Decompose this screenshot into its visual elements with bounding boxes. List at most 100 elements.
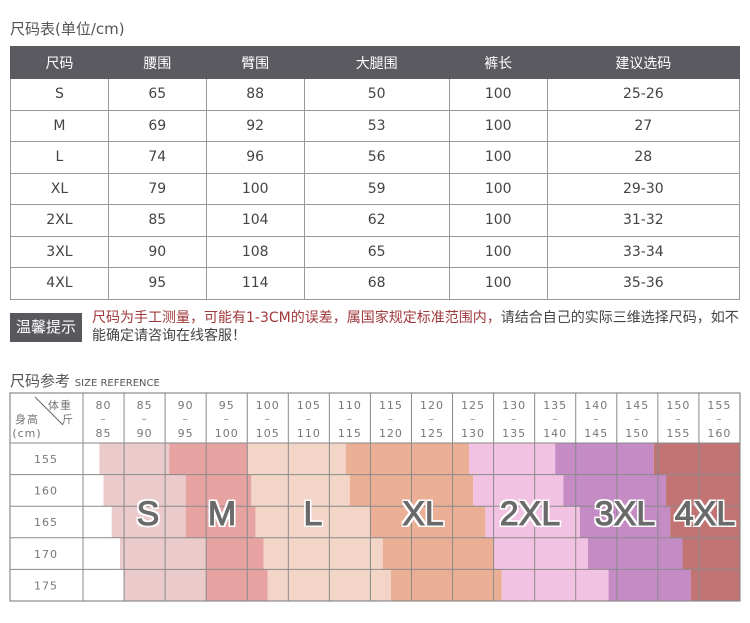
weight-tick-low: 95: [219, 399, 235, 412]
weight-tick-low: 85: [137, 399, 153, 412]
weight-tick-high: 90: [137, 427, 153, 440]
table-cell: 65: [303, 235, 450, 268]
reference-subtitle: SIZE REFERENCE: [74, 378, 160, 389]
weight-tick-dash: –: [429, 414, 435, 425]
weight-tick-dash: –: [142, 414, 148, 425]
reference-title: 尺码参考 SIZE REFERENCE: [10, 370, 160, 391]
table-cell: 4XL: [10, 267, 109, 300]
table-row: S 65 88 50 100 25-26: [10, 78, 741, 111]
table-cell: 62: [303, 204, 450, 237]
size-band-XL: [370, 506, 486, 538]
size-band-XL: [390, 569, 502, 601]
weight-tick-dash: –: [347, 414, 353, 425]
notice-red-text: 尺码为手工测量，可能有1-3CM的误差，属国家规定标准范围内，: [92, 310, 501, 326]
table-cell: 100: [448, 235, 548, 268]
table-cell: 31-32: [546, 204, 741, 237]
size-band-2XL: [473, 474, 564, 507]
weight-tick-high: 100: [215, 427, 239, 440]
table-cell: 3XL: [10, 235, 109, 268]
size-label: S: [136, 495, 160, 534]
table-row: 2XL 85 104 62 100 31-32: [10, 204, 741, 237]
size-table: 尺码 腰围 臂围 大腿围 裤长 建议选码 S 65 88 50 100 25-26 M 69 92 53 10…: [10, 46, 741, 300]
table-cell: 100: [448, 141, 548, 174]
weight-tick-dash: –: [716, 414, 722, 425]
corner-diagonal: [34, 396, 64, 426]
size-band-M: [169, 443, 248, 475]
table-cell: 50: [303, 78, 450, 111]
table-cell: S: [10, 78, 109, 111]
table-cell: 35-36: [546, 267, 741, 300]
size-band-2XL: [493, 537, 589, 570]
weight-tick-low: 135: [543, 399, 567, 412]
weight-tick-high: 115: [338, 427, 362, 440]
table-cell: 90: [107, 235, 207, 268]
table-cell: 53: [303, 109, 450, 142]
table-cell: 69: [107, 109, 207, 142]
table-cell: 68: [303, 267, 450, 300]
table-cell: 114: [205, 267, 305, 300]
weight-tick-low: 130: [502, 399, 526, 412]
column-header: 大腿围: [303, 46, 450, 79]
weight-tick-high: 110: [297, 427, 321, 440]
weight-tick-high: 85: [96, 427, 112, 440]
size-band-L: [255, 506, 371, 538]
size-band-2XL: [501, 569, 609, 601]
corner-height: 身高: [15, 412, 39, 426]
size-band-XL: [382, 537, 494, 570]
weight-tick-dash: –: [634, 414, 640, 425]
grid-border: [9, 392, 741, 602]
weight-tick-high: 105: [256, 427, 280, 440]
size-label: M: [207, 495, 237, 534]
table-cell: 100: [205, 172, 305, 205]
reference-title-cn: 尺码参考: [10, 372, 71, 390]
size-table-title: 尺码表(单位/cm): [10, 20, 125, 38]
weight-tick-high: 150: [625, 427, 649, 440]
notice-plain-text: 请结合自己的实际三维选择尺码，如不能确定请咨询在线客服！: [92, 310, 739, 344]
table-cell: 79: [107, 172, 207, 205]
size-band-2XL: [468, 443, 556, 475]
table-cell: 33-34: [546, 235, 741, 268]
weight-tick-low: 80: [96, 399, 112, 412]
size-band-XL: [345, 443, 469, 475]
weight-tick-dash: –: [265, 414, 271, 425]
height-tick: 170: [34, 548, 58, 561]
height-tick: 165: [34, 516, 58, 529]
size-band-3XL: [588, 537, 683, 570]
weight-tick-dash: –: [306, 414, 312, 425]
weight-tick-dash: –: [470, 414, 476, 425]
table-cell: M: [10, 109, 109, 142]
weight-tick-dash: –: [101, 414, 107, 425]
size-band-3XL: [579, 506, 671, 538]
weight-tick-low: 100: [256, 399, 280, 412]
table-cell: 95: [107, 267, 207, 300]
table-cell: 85: [107, 204, 207, 237]
table-cell: L: [10, 141, 109, 174]
size-band-L: [263, 537, 383, 570]
size-band-L: [251, 474, 350, 507]
weight-tick-low: 110: [338, 399, 362, 412]
size-label: 2XL: [499, 495, 561, 534]
table-cell: 88: [205, 78, 305, 111]
size-label: L: [303, 495, 323, 534]
weight-tick-high: 120: [379, 427, 403, 440]
weight-tick-low: 155: [707, 399, 731, 412]
size-label: 4XL: [674, 495, 736, 534]
size-band-3XL: [555, 443, 654, 475]
weight-tick-low: 90: [178, 399, 194, 412]
weight-tick-dash: –: [593, 414, 599, 425]
size-band-4XL: [670, 506, 740, 538]
notice-text: 尺码为手工测量，可能有1-3CM的误差，属国家规定标准范围内，请结合自己的实际三…: [92, 309, 742, 345]
size-band-L: [247, 443, 346, 475]
weight-tick-high: 140: [543, 427, 567, 440]
table-cell: 56: [303, 141, 450, 174]
column-header: 腰围: [107, 46, 207, 79]
size-band-3XL: [608, 569, 691, 601]
corner-weight: 体重: [48, 398, 72, 412]
size-band-S: [103, 474, 186, 507]
weight-tick-low: 125: [461, 399, 485, 412]
size-label: 3XL: [594, 495, 656, 534]
size-band-4XL: [682, 537, 740, 570]
size-band-M: [185, 474, 252, 507]
weight-tick-low: 145: [625, 399, 649, 412]
